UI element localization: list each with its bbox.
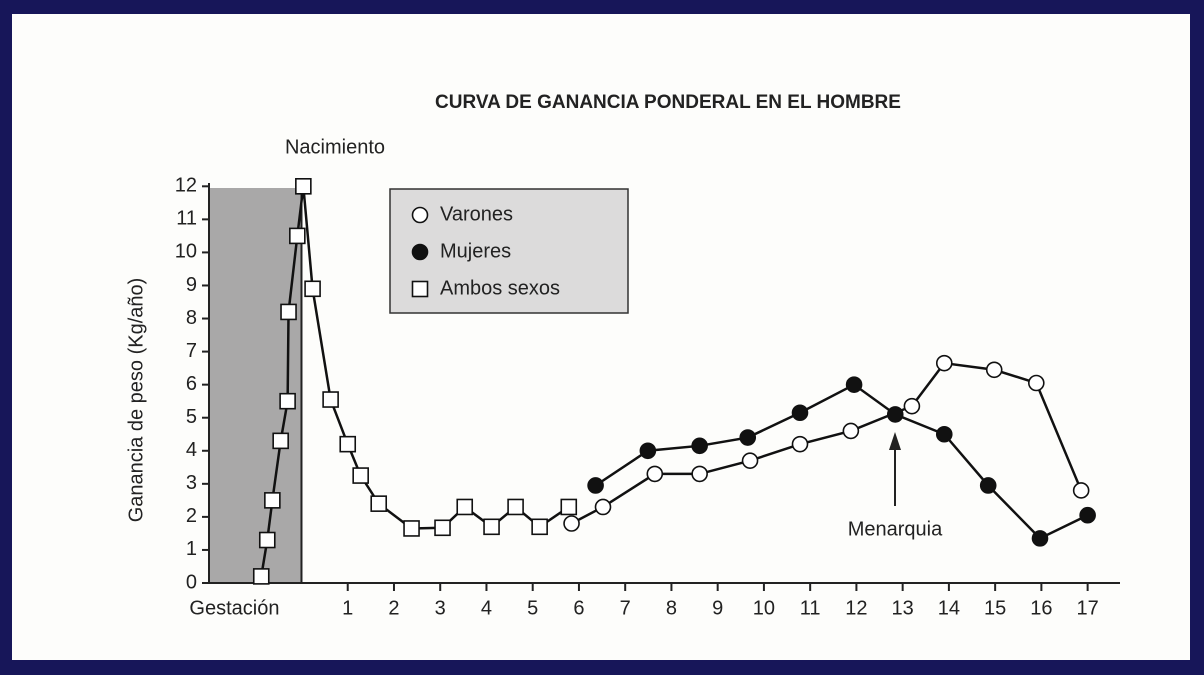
marker-circle — [639, 442, 657, 460]
y-tick-label: 1 — [186, 538, 197, 560]
marker-square — [295, 178, 312, 195]
marker-circle — [979, 477, 997, 494]
marker-square — [264, 492, 281, 509]
y-tick-label: 8 — [186, 307, 197, 329]
legend-label: Varones — [440, 203, 513, 225]
marker-circle — [646, 465, 664, 483]
marker-circle — [411, 206, 429, 224]
marker-circle — [1072, 482, 1090, 499]
arrow-head — [889, 432, 901, 450]
marker-square — [411, 280, 429, 298]
marker-square — [304, 280, 321, 298]
marker-square — [258, 531, 276, 549]
marker-circle — [791, 435, 809, 453]
y-tick-label: 3 — [186, 472, 197, 494]
x-tick-label: 14 — [938, 597, 960, 619]
marker-square — [252, 568, 270, 585]
marker-circle — [741, 452, 759, 469]
marker-circle — [842, 422, 860, 440]
x-tick-label: 13 — [892, 597, 914, 619]
marker-circle — [845, 376, 863, 393]
x-tick-label: 6 — [573, 597, 584, 619]
y-tick-label: 0 — [186, 571, 197, 593]
y-tick-label: 12 — [175, 175, 197, 197]
marker-square — [456, 498, 474, 516]
marker-circle — [594, 498, 612, 516]
marker-square — [434, 519, 451, 537]
y-tick-label: 6 — [186, 373, 197, 395]
marker-circle — [886, 406, 904, 423]
x-tick-label: 17 — [1077, 597, 1099, 619]
y-tick-label: 10 — [175, 241, 197, 263]
x-tick-label: 3 — [435, 597, 446, 619]
y-tick-label: 7 — [186, 340, 197, 362]
annotation: Menarquia — [848, 518, 943, 540]
marker-circle — [935, 425, 953, 443]
x-tick-label: 15 — [984, 597, 1006, 619]
legend-box — [389, 188, 629, 314]
marker-circle — [587, 477, 604, 494]
marker-square — [560, 498, 578, 516]
annotation: Nacimiento — [285, 136, 385, 158]
marker-circle — [739, 429, 757, 446]
legend-label: Ambos sexos — [440, 277, 560, 299]
y-tick-label: 2 — [186, 505, 197, 527]
x-tick-label: 11 — [800, 597, 821, 619]
marker-circle — [791, 404, 809, 422]
gestation-region — [209, 188, 302, 583]
marker-square — [403, 520, 420, 537]
x-tick-label: Gestación — [189, 597, 279, 619]
marker-square — [507, 498, 524, 516]
marker-square — [279, 392, 296, 410]
y-axis-label: Ganancia de peso (Kg/año) — [125, 278, 147, 523]
x-tick-label: 5 — [527, 597, 538, 619]
marker-square — [483, 518, 500, 536]
x-tick-label: 2 — [388, 597, 399, 619]
x-tick-label: 1 — [342, 597, 353, 619]
marker-circle — [1031, 530, 1049, 547]
x-tick-label: 8 — [666, 597, 677, 619]
marker-square — [280, 303, 297, 321]
marker-circle — [563, 515, 580, 532]
legend-label: Mujeres — [440, 240, 511, 262]
x-tick-label: 16 — [1030, 597, 1052, 619]
marker-square — [531, 518, 548, 536]
x-tick-label: 9 — [712, 597, 723, 619]
marker-circle — [985, 361, 1003, 379]
marker-square — [339, 435, 357, 453]
y-tick-label: 9 — [186, 274, 197, 296]
x-tick-label: 10 — [753, 597, 775, 619]
y-tick-label: 11 — [176, 208, 197, 230]
marker-circle — [1079, 506, 1096, 524]
marker-square — [370, 495, 388, 512]
marker-square — [322, 391, 339, 408]
y-tick-label: 5 — [186, 406, 197, 428]
x-tick-label: 4 — [481, 597, 492, 619]
marker-square — [352, 467, 369, 484]
chart-title: CURVA DE GANANCIA PONDERAL EN EL HOMBRE — [435, 92, 901, 113]
marker-square — [289, 227, 306, 245]
marker-circle — [691, 437, 708, 455]
marker-circle — [903, 397, 921, 415]
x-tick-label: 12 — [845, 597, 867, 619]
marker-circle — [691, 465, 708, 483]
marker-square — [272, 432, 289, 450]
marker-circle — [411, 243, 429, 261]
x-tick-label: 7 — [620, 597, 631, 619]
marker-circle — [1027, 374, 1045, 392]
y-tick-label: 4 — [186, 439, 197, 461]
marker-circle — [935, 354, 953, 372]
